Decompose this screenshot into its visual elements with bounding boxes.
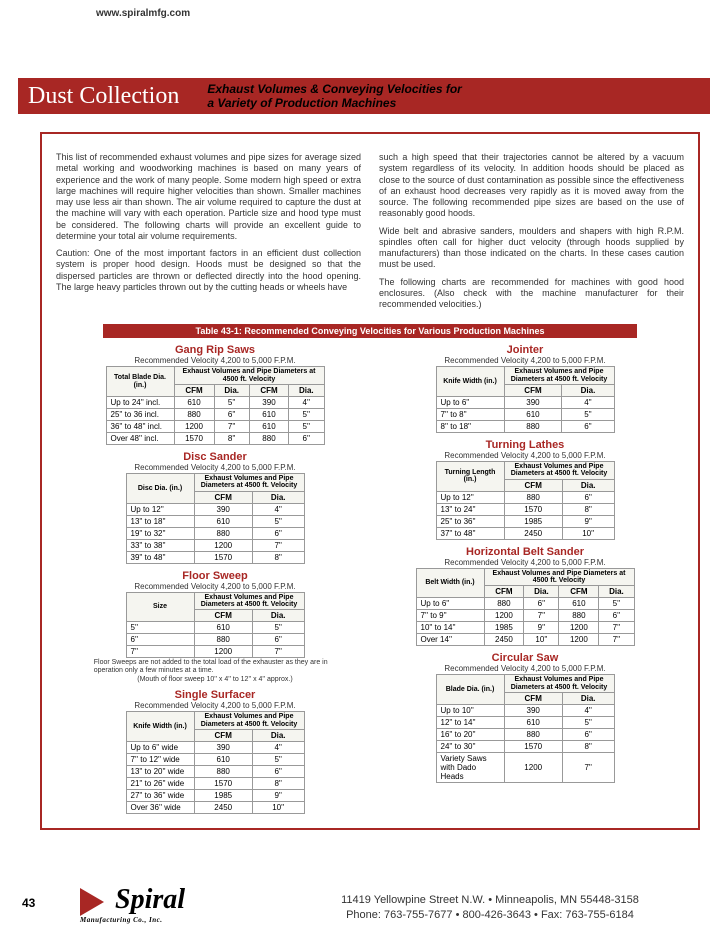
machine-name: Single Surfacer xyxy=(74,689,356,701)
machine-name: Turning Lathes xyxy=(384,439,666,451)
data-table: Total Blade Dia. (in.)Exhaust Volumes an… xyxy=(106,366,325,445)
velocity-label: Recommended Velocity 4,200 to 5,000 F.P.… xyxy=(384,451,666,460)
velocity-label: Recommended Velocity 4,200 to 5,000 F.P.… xyxy=(384,664,666,673)
machine-name: Disc Sander xyxy=(74,451,356,463)
tables-wrap: Gang Rip Saws Recommended Velocity 4,200… xyxy=(56,344,684,820)
data-table: Knife Width (in.)Exhaust Volumes and Pip… xyxy=(436,366,615,433)
page-number: 43 xyxy=(22,896,35,910)
velocity-label: Recommended Velocity 4,200 to 5,000 F.P.… xyxy=(74,582,356,591)
footer-address: 11419 Yellowpine Street N.W. • Minneapol… xyxy=(310,893,670,922)
machine-name: Gang Rip Saws xyxy=(74,344,356,356)
machine-name: Jointer xyxy=(384,344,666,356)
data-table: Belt Width (in.)Exhaust Volumes and Pipe… xyxy=(416,568,635,647)
data-table: Disc Dia. (in.)Exhaust Volumes and Pipe … xyxy=(126,473,305,564)
machine-name: Horizontal Belt Sander xyxy=(384,546,666,558)
table-title: Table 43-1: Recommended Conveying Veloci… xyxy=(103,324,637,338)
site-url: www.spiralmfg.com xyxy=(96,8,190,19)
velocity-label: Recommended Velocity 4,200 to 5,000 F.P.… xyxy=(74,463,356,472)
title-bar: Dust Collection Exhaust Volumes & Convey… xyxy=(18,78,710,114)
data-table: Turning Length (in.)Exhaust Volumes and … xyxy=(436,461,615,540)
data-table: SizeExhaust Volumes and Pipe Diameters a… xyxy=(126,592,305,659)
page-title: Dust Collection xyxy=(18,83,207,110)
content-frame: This list of recommended exhaust volumes… xyxy=(40,132,700,830)
intro-text: This list of recommended exhaust volumes… xyxy=(56,152,684,316)
machine-name: Circular Saw xyxy=(384,652,666,664)
footer-logo: Spiral Manufacturing Co., Inc. xyxy=(80,884,185,924)
page-subtitle: Exhaust Volumes & Conveying Velocities f… xyxy=(207,82,462,111)
velocity-label: Recommended Velocity 4,200 to 5,000 F.P.… xyxy=(384,356,666,365)
velocity-label: Recommended Velocity 4,200 to 5,000 F.P.… xyxy=(384,558,666,567)
data-table: Blade Dia. (in.)Exhaust Volumes and Pipe… xyxy=(436,674,615,783)
velocity-label: Recommended Velocity 4,200 to 5,000 F.P.… xyxy=(74,356,356,365)
data-table: Knife Width (in.)Exhaust Volumes and Pip… xyxy=(126,711,305,814)
machine-name: Floor Sweep xyxy=(74,570,356,582)
velocity-label: Recommended Velocity 4,200 to 5,000 F.P.… xyxy=(74,701,356,710)
